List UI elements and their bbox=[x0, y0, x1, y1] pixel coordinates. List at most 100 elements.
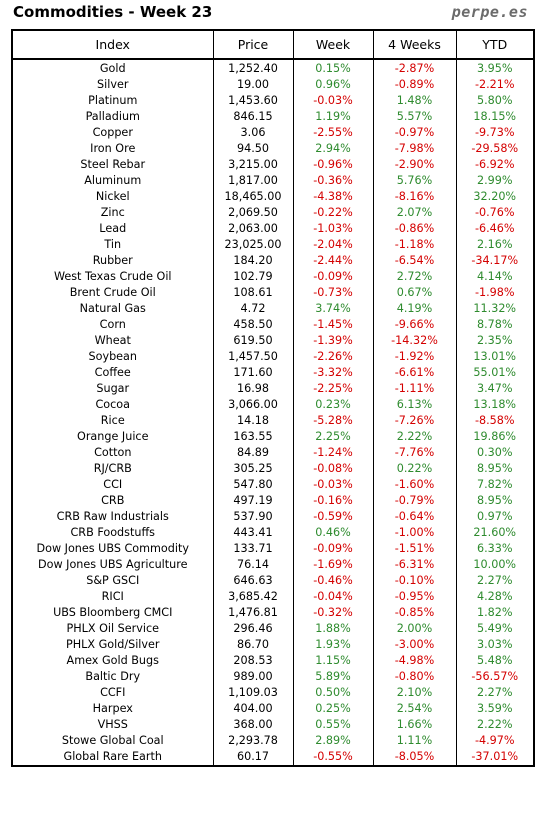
index-cell: PHLX Oil Service bbox=[11, 621, 214, 637]
table-row: CRB Foodstuffs 443.41 0.46% -1.00% 21.60% bbox=[11, 525, 535, 541]
index-cell: VHSS bbox=[11, 717, 214, 733]
table-row: CCFI 1,109.03 0.50% 2.10% 2.27% bbox=[11, 685, 535, 701]
table-row: Silver 19.00 0.96% -0.89% -2.21% bbox=[11, 77, 535, 93]
price-cell: 102.79 bbox=[212, 269, 294, 285]
index-cell: Tin bbox=[11, 237, 214, 253]
table-row: Zinc 2,069.50 -0.22% 2.07% -0.76% bbox=[11, 205, 535, 221]
table-row: Cotton 84.89 -1.24% -7.76% 0.30% bbox=[11, 445, 535, 461]
ytd-cell: 2.16% bbox=[455, 237, 535, 253]
ytd-cell: -0.76% bbox=[455, 205, 535, 221]
price-cell: 547.80 bbox=[212, 477, 294, 493]
ytd-cell: 8.95% bbox=[455, 461, 535, 477]
index-cell: CRB bbox=[11, 493, 214, 509]
ytd-cell: 5.49% bbox=[455, 621, 535, 637]
price-cell: 305.25 bbox=[212, 461, 294, 477]
ytd-cell: 10.00% bbox=[455, 557, 535, 573]
price-cell: 296.46 bbox=[212, 621, 294, 637]
four-weeks-cell: 2.72% bbox=[372, 269, 457, 285]
ytd-cell: 8.78% bbox=[455, 317, 535, 333]
index-cell: Wheat bbox=[11, 333, 214, 349]
index-cell: Amex Gold Bugs bbox=[11, 653, 214, 669]
index-cell: Global Rare Earth bbox=[11, 749, 214, 766]
index-cell: Zinc bbox=[11, 205, 214, 221]
table-row: Natural Gas 4.72 3.74% 4.19% 11.32% bbox=[11, 301, 535, 317]
price-cell: 86.70 bbox=[212, 637, 294, 653]
ytd-cell: 5.80% bbox=[455, 93, 535, 109]
ytd-cell: -6.92% bbox=[455, 157, 535, 173]
index-cell: Aluminum bbox=[11, 173, 214, 189]
four-weeks-cell: 0.67% bbox=[372, 285, 457, 301]
ytd-cell: 8.95% bbox=[455, 493, 535, 509]
index-cell: Platinum bbox=[11, 93, 214, 109]
ytd-cell: -29.58% bbox=[455, 141, 535, 157]
index-cell: S&P GSCI bbox=[11, 573, 214, 589]
ytd-cell: -6.46% bbox=[455, 221, 535, 237]
table-row: Aluminum 1,817.00 -0.36% 5.76% 2.99% bbox=[11, 173, 535, 189]
ytd-cell: 0.97% bbox=[455, 509, 535, 525]
week-cell: 2.89% bbox=[292, 733, 374, 749]
table-row: CCI 547.80 -0.03% -1.60% 7.82% bbox=[11, 477, 535, 493]
price-cell: 184.20 bbox=[212, 253, 294, 269]
table-row: Lead 2,063.00 -1.03% -0.86% -6.46% bbox=[11, 221, 535, 237]
week-cell: 1.88% bbox=[292, 621, 374, 637]
four-weeks-cell: -6.61% bbox=[372, 365, 457, 381]
price-cell: 84.89 bbox=[212, 445, 294, 461]
week-cell: -0.32% bbox=[292, 605, 374, 621]
index-cell: Iron Ore bbox=[11, 141, 214, 157]
week-cell: -1.24% bbox=[292, 445, 374, 461]
four-weeks-cell: 2.07% bbox=[372, 205, 457, 221]
brand-logo-text: perpe.es bbox=[451, 3, 528, 21]
index-cell: Cocoa bbox=[11, 397, 214, 413]
week-cell: -2.26% bbox=[292, 349, 374, 365]
price-cell: 2,293.78 bbox=[212, 733, 294, 749]
ytd-cell: -9.73% bbox=[455, 125, 535, 141]
four-weeks-cell: 0.22% bbox=[372, 461, 457, 477]
price-cell: 3,066.00 bbox=[212, 397, 294, 413]
ytd-cell: 21.60% bbox=[455, 525, 535, 541]
commodities-table: Index Price Week 4 Weeks YTD Gold 1,252.4… bbox=[11, 29, 535, 767]
price-cell: 3,685.42 bbox=[212, 589, 294, 605]
table-row: Rubber 184.20 -2.44% -6.54% -34.17% bbox=[11, 253, 535, 269]
index-cell: Coffee bbox=[11, 365, 214, 381]
index-cell: PHLX Gold/Silver bbox=[11, 637, 214, 653]
table-row: S&P GSCI 646.63 -0.46% -0.10% 2.27% bbox=[11, 573, 535, 589]
week-cell: -1.69% bbox=[292, 557, 374, 573]
four-weeks-cell: -7.26% bbox=[372, 413, 457, 429]
four-weeks-cell: 6.13% bbox=[372, 397, 457, 413]
index-cell: Corn bbox=[11, 317, 214, 333]
four-weeks-cell: -0.85% bbox=[372, 605, 457, 621]
index-cell: CRB Foodstuffs bbox=[11, 525, 214, 541]
price-cell: 14.18 bbox=[212, 413, 294, 429]
four-weeks-cell: -1.00% bbox=[372, 525, 457, 541]
table-row: Dow Jones UBS Commodity 133.71 -0.09% -1.51… bbox=[11, 541, 535, 557]
four-weeks-cell: 5.76% bbox=[372, 173, 457, 189]
week-cell: -3.32% bbox=[292, 365, 374, 381]
index-cell: Palladium bbox=[11, 109, 214, 125]
four-weeks-cell: -1.18% bbox=[372, 237, 457, 253]
ytd-cell: 6.33% bbox=[455, 541, 535, 557]
four-weeks-cell: -7.76% bbox=[372, 445, 457, 461]
week-cell: 0.55% bbox=[292, 717, 374, 733]
ytd-cell: 55.01% bbox=[455, 365, 535, 381]
index-cell: Cotton bbox=[11, 445, 214, 461]
four-weeks-cell: -9.66% bbox=[372, 317, 457, 333]
ytd-cell: 0.30% bbox=[455, 445, 535, 461]
price-cell: 368.00 bbox=[212, 717, 294, 733]
price-cell: 4.72 bbox=[212, 301, 294, 317]
table-row: Baltic Dry 989.00 5.89% -0.80% -56.57% bbox=[11, 669, 535, 685]
week-cell: 0.96% bbox=[292, 77, 374, 93]
four-weeks-cell: -0.79% bbox=[372, 493, 457, 509]
week-cell: -0.96% bbox=[292, 157, 374, 173]
ytd-cell: 18.15% bbox=[455, 109, 535, 125]
price-cell: 133.71 bbox=[212, 541, 294, 557]
table-row: Global Rare Earth 60.17 -0.55% -8.05% -37.01… bbox=[11, 749, 535, 766]
table-row: Steel Rebar 3,215.00 -0.96% -2.90% -6.92% bbox=[11, 157, 535, 173]
index-cell: West Texas Crude Oil bbox=[11, 269, 214, 285]
table-row: Dow Jones UBS Agriculture 76.14 -1.69% -6.3… bbox=[11, 557, 535, 573]
index-cell: Natural Gas bbox=[11, 301, 214, 317]
week-cell: -0.03% bbox=[292, 93, 374, 109]
four-weeks-cell: 1.11% bbox=[372, 733, 457, 749]
table-row: Copper 3.06 -2.55% -0.97% -9.73% bbox=[11, 125, 535, 141]
table-row: Nickel 18,465.00 -4.38% -8.16% 32.20% bbox=[11, 189, 535, 205]
column-header-week: Week bbox=[292, 29, 374, 60]
